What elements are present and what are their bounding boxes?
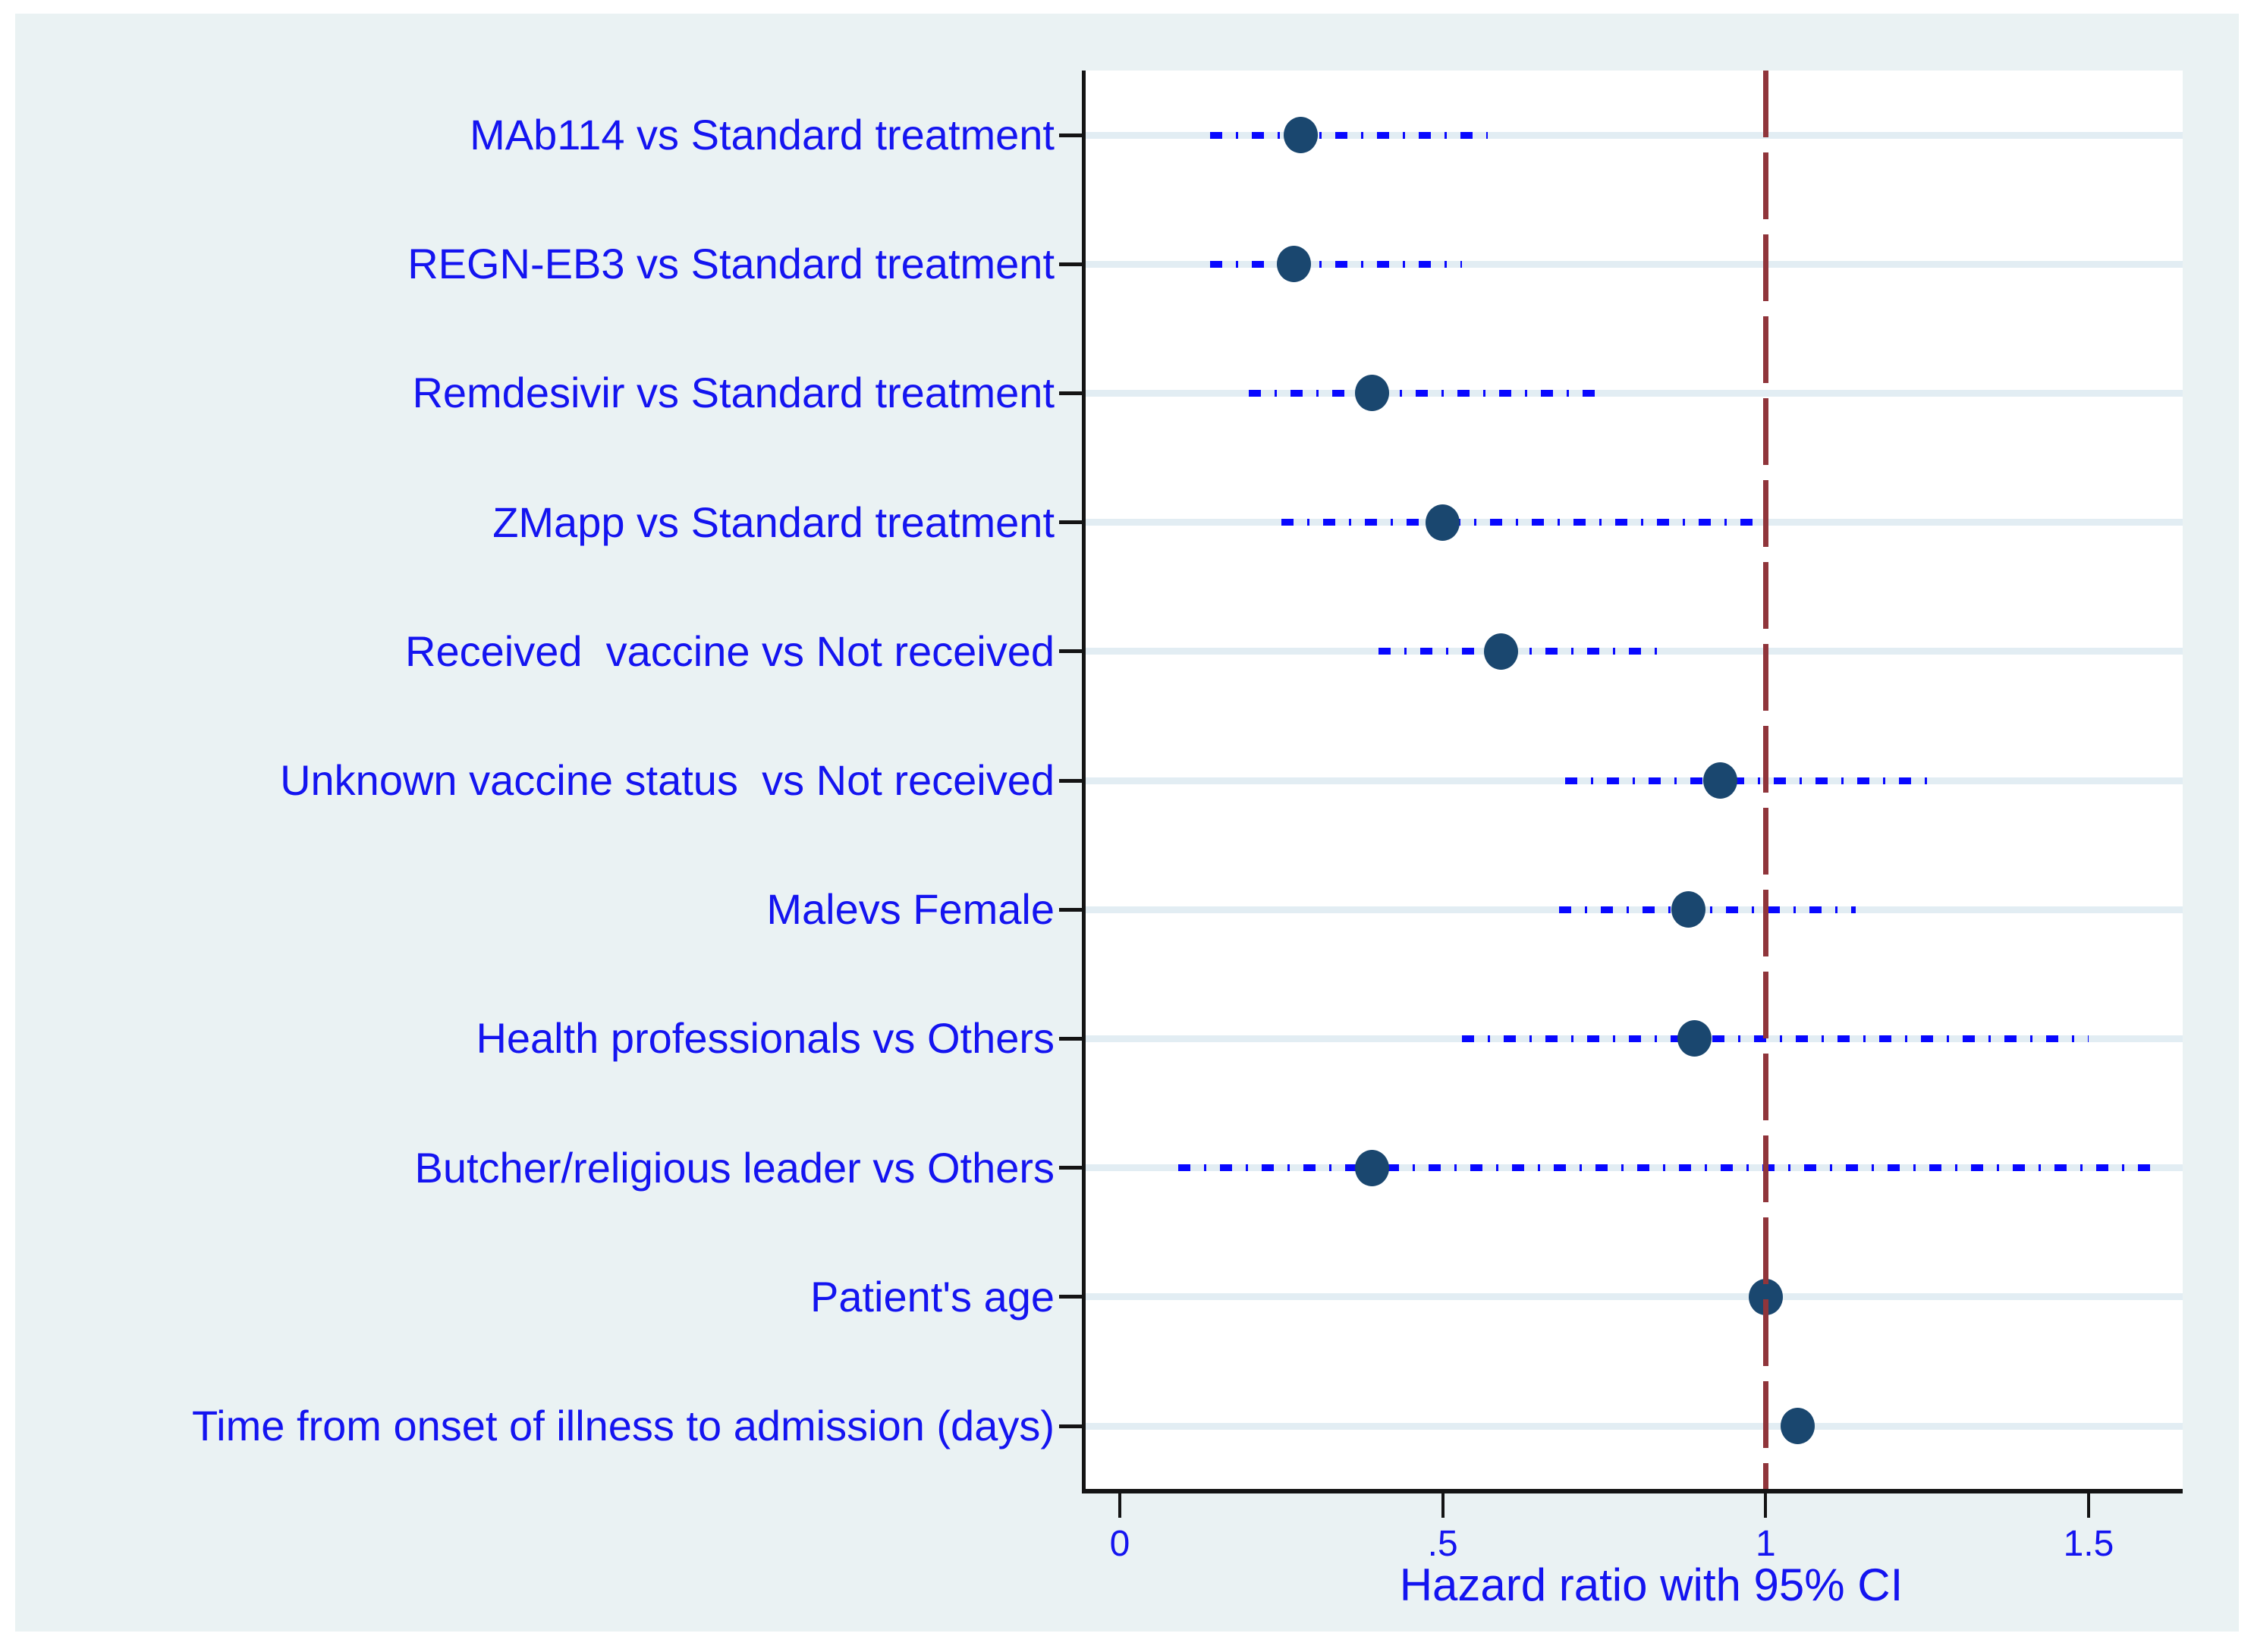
x-axis-line xyxy=(1082,1489,2183,1493)
y-axis-tick xyxy=(1059,391,1082,395)
hr-marker xyxy=(1677,1020,1712,1057)
row-label: Received vaccine vs Not received xyxy=(405,627,1055,675)
hr-marker xyxy=(1354,375,1389,412)
y-axis-tick xyxy=(1059,907,1082,912)
row-label: Butcher/religious leader vs Others xyxy=(414,1143,1055,1192)
y-axis-tick xyxy=(1059,133,1082,137)
row-label: Unknown vaccine status vs Not received xyxy=(280,756,1055,804)
ci-line xyxy=(1249,389,1605,397)
ci-line xyxy=(1177,1164,2154,1172)
row-label: Malevs Female xyxy=(766,885,1055,934)
ci-line xyxy=(1210,131,1489,139)
x-axis-tick xyxy=(1441,1493,1445,1518)
x-tick-label: 1.5 xyxy=(2063,1524,2114,1564)
hr-marker xyxy=(1283,117,1318,153)
grid-line xyxy=(1086,131,2183,139)
y-axis-tick xyxy=(1059,1295,1082,1299)
ci-line xyxy=(1462,1035,2089,1042)
y-axis-tick xyxy=(1059,778,1082,783)
x-tick-label: .5 xyxy=(1427,1524,1458,1564)
grid-line xyxy=(1086,1293,2183,1301)
row-label: REGN-EB3 vs Standard treatment xyxy=(407,240,1055,288)
y-axis-tick xyxy=(1059,262,1082,266)
x-tick-label: 0 xyxy=(1109,1524,1130,1564)
y-axis-line xyxy=(1082,71,1086,1493)
hr-marker xyxy=(1354,1149,1389,1186)
y-axis-tick xyxy=(1059,1166,1082,1170)
hr-marker xyxy=(1483,633,1518,670)
row-label: Patient's age xyxy=(809,1272,1055,1321)
ci-line xyxy=(1210,260,1463,268)
row-label: ZMapp vs Standard treatment xyxy=(492,498,1055,546)
grid-line xyxy=(1086,389,2183,397)
row-label: Time from onset of illness to admission … xyxy=(192,1402,1055,1449)
row-label: MAb114 vs Standard treatment xyxy=(470,111,1055,159)
x-axis-tick xyxy=(1118,1493,1121,1518)
hr-marker xyxy=(1671,891,1705,928)
hr-marker xyxy=(1703,762,1738,799)
ci-line xyxy=(1558,906,1856,913)
y-axis-tick xyxy=(1059,649,1082,654)
y-axis-tick xyxy=(1059,1424,1082,1428)
ci-line xyxy=(1565,777,1928,784)
y-axis-tick xyxy=(1059,520,1082,525)
hr-marker xyxy=(1277,246,1312,283)
grid-line xyxy=(1086,1422,2183,1430)
reference-line-hr1 xyxy=(1762,71,1768,1489)
row-label: Remdesivir vs Standard treatment xyxy=(412,369,1055,417)
x-axis-title: Hazard ratio with 95% CI xyxy=(1399,1559,1903,1610)
hr-marker xyxy=(1781,1408,1815,1444)
x-axis-tick xyxy=(1764,1493,1768,1518)
x-axis-tick xyxy=(2086,1493,2090,1518)
ci-line xyxy=(1281,519,1759,526)
x-tick-label: 1 xyxy=(1755,1524,1776,1564)
grid-line xyxy=(1086,260,2183,268)
hr-marker xyxy=(1426,504,1460,541)
ci-line xyxy=(1378,648,1669,655)
y-axis-tick xyxy=(1059,1036,1082,1041)
row-label: Health professionals vs Others xyxy=(476,1014,1055,1063)
